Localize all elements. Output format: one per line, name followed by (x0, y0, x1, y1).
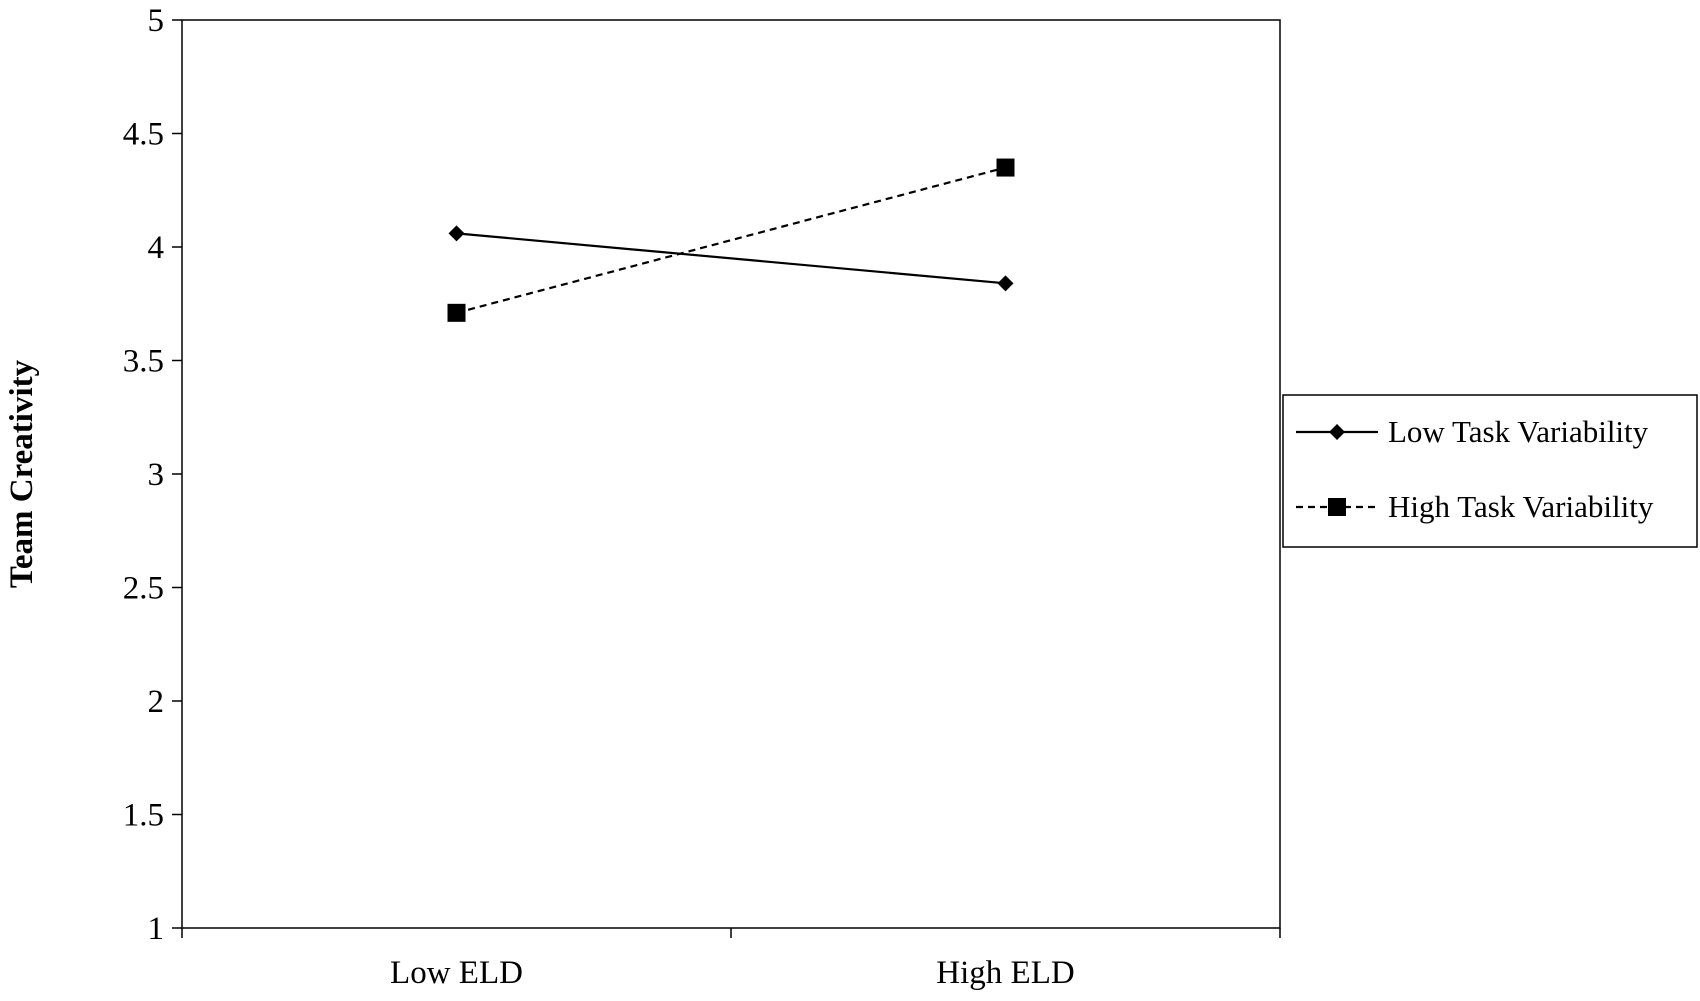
data-point (997, 275, 1014, 292)
series-line (456, 166, 1006, 314)
plot-area (181, 19, 1281, 929)
legend-box (1282, 394, 1698, 548)
series-line (456, 232, 1006, 285)
y-tick-label: 4.5 (123, 117, 164, 153)
data-point (996, 158, 1015, 177)
y-axis: 1 1.5 2 2.5 3 3.5 4 4.5 5 (123, 3, 182, 947)
y-tick-label: 2.5 (123, 571, 164, 607)
y-tick-label: 3 (148, 457, 165, 493)
legend-item: Low Task Variability (1296, 414, 1649, 449)
y-tick-label: 2 (148, 684, 165, 720)
y-tick-label: 3.5 (123, 344, 164, 380)
y-tick-label: 1.5 (123, 798, 164, 834)
y-tick-label: 1 (148, 911, 165, 947)
legend: Low Task Variability High Task Variabilit… (1282, 394, 1698, 548)
legend-label: High Task Variability (1388, 489, 1654, 524)
x-tick-label: Low ELD (390, 955, 523, 991)
x-tick-label: High ELD (936, 955, 1074, 991)
legend-marker (1329, 424, 1345, 440)
legend-label: Low Task Variability (1388, 414, 1649, 449)
series-layer (447, 158, 1015, 322)
x-axis: Low ELD High ELD (181, 928, 1281, 991)
data-point (447, 303, 466, 322)
data-point (448, 225, 465, 242)
y-axis-title: Team Creativity (4, 359, 40, 588)
y-tick-label: 4 (148, 230, 165, 266)
plot-border (181, 19, 1281, 929)
series-2 (447, 158, 1015, 322)
series-1 (448, 225, 1014, 292)
legend-marker (1328, 498, 1346, 516)
legend-item: High Task Variability (1296, 489, 1654, 524)
y-tick-label: 5 (148, 3, 165, 39)
